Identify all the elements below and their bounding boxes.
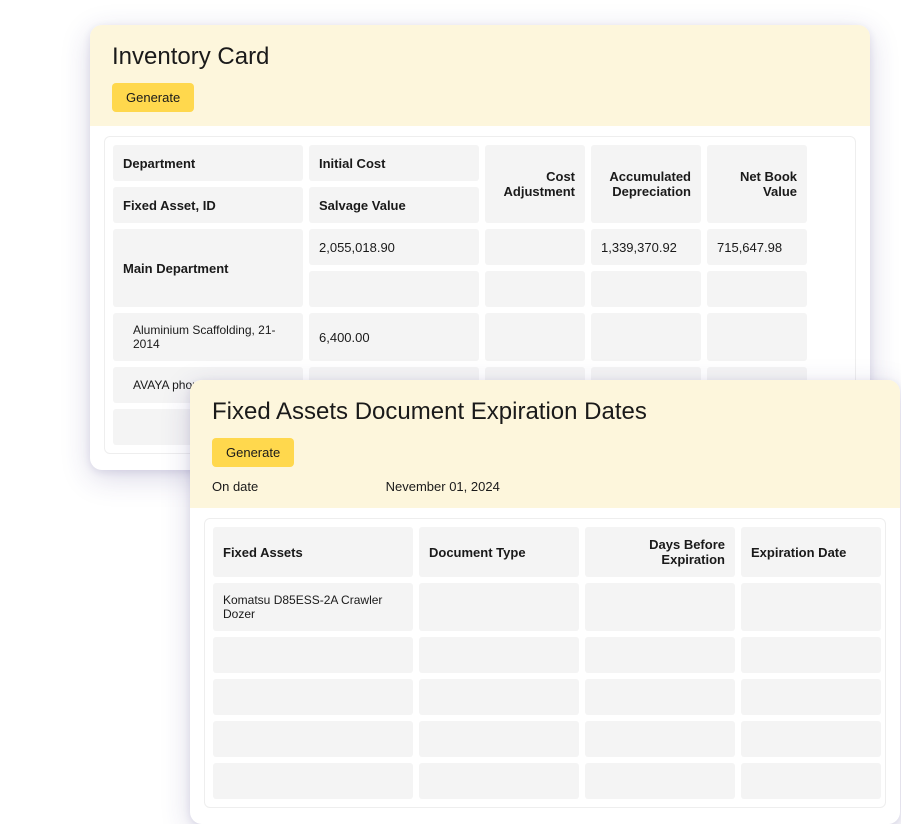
row-label: Aluminium Scaffolding, 21-2014	[113, 313, 303, 361]
inventory-card-header: Inventory Card Generate	[90, 25, 870, 126]
expiration-card-body: Fixed Assets Document Type Days Before E…	[190, 508, 900, 824]
col-initial-cost-header: Initial Cost	[309, 145, 479, 181]
row-empty	[591, 313, 701, 361]
inventory-card-title: Inventory Card	[112, 43, 848, 71]
col-department-header: Department	[113, 145, 303, 181]
expiration-table: Fixed Assets Document Type Days Before E…	[204, 518, 886, 808]
col-fixed-asset-id-header: Fixed Asset, ID	[113, 187, 303, 223]
row-initial-cost: 2,055,018.90	[309, 229, 479, 265]
col-fixed-assets-header: Fixed Assets	[213, 527, 413, 577]
row-empty	[419, 763, 579, 799]
on-date-label: On date	[212, 479, 382, 494]
row-empty	[585, 721, 735, 757]
row-empty	[419, 637, 579, 673]
row-empty	[419, 679, 579, 715]
col-document-type-header: Document Type	[419, 527, 579, 577]
row-empty	[213, 679, 413, 715]
generate-button[interactable]: Generate	[112, 83, 194, 112]
row-net-book-value: 715,647.98	[707, 229, 807, 265]
col-net-book-value-header: Net Book Value	[707, 145, 807, 223]
row-empty	[585, 763, 735, 799]
row-empty	[485, 313, 585, 361]
row-empty	[741, 763, 881, 799]
row-empty	[741, 721, 881, 757]
col-salvage-value-header: Salvage Value	[309, 187, 479, 223]
row-empty	[707, 271, 807, 307]
row-salvage-value	[309, 271, 479, 307]
row-empty	[213, 721, 413, 757]
expiration-card-title: Fixed Assets Document Expiration Dates	[212, 398, 878, 426]
row-empty	[591, 271, 701, 307]
row-empty	[585, 637, 735, 673]
row-empty	[741, 679, 881, 715]
col-expiration-date-header: Expiration Date	[741, 527, 881, 577]
row-document-type	[419, 583, 579, 631]
on-date-value: Nevember 01, 2024	[386, 479, 500, 494]
row-empty	[213, 637, 413, 673]
row-fixed-asset: Komatsu D85ESS-2A Crawler Dozer	[213, 583, 413, 631]
generate-button[interactable]: Generate	[212, 438, 294, 467]
row-empty	[707, 313, 807, 361]
row-empty	[485, 271, 585, 307]
row-label: Main Department	[113, 229, 303, 307]
on-date-row: On date Nevember 01, 2024	[212, 479, 878, 494]
col-days-before-header: Days Before Expiration	[585, 527, 735, 577]
row-empty	[419, 721, 579, 757]
row-empty	[213, 763, 413, 799]
col-accumulated-depreciation-header: Accumulated Depreciation	[591, 145, 701, 223]
row-days-before	[585, 583, 735, 631]
row-empty	[585, 679, 735, 715]
row-accumulated-depreciation: 1,339,370.92	[591, 229, 701, 265]
expiration-card-panel: Fixed Assets Document Expiration Dates G…	[190, 380, 900, 824]
row-initial-cost: 6,400.00	[309, 313, 479, 361]
row-cost-adjustment	[485, 229, 585, 265]
expiration-card-header: Fixed Assets Document Expiration Dates G…	[190, 380, 900, 508]
row-expiration-date	[741, 583, 881, 631]
col-cost-adjustment-header: Cost Adjustment	[485, 145, 585, 223]
row-empty	[741, 637, 881, 673]
